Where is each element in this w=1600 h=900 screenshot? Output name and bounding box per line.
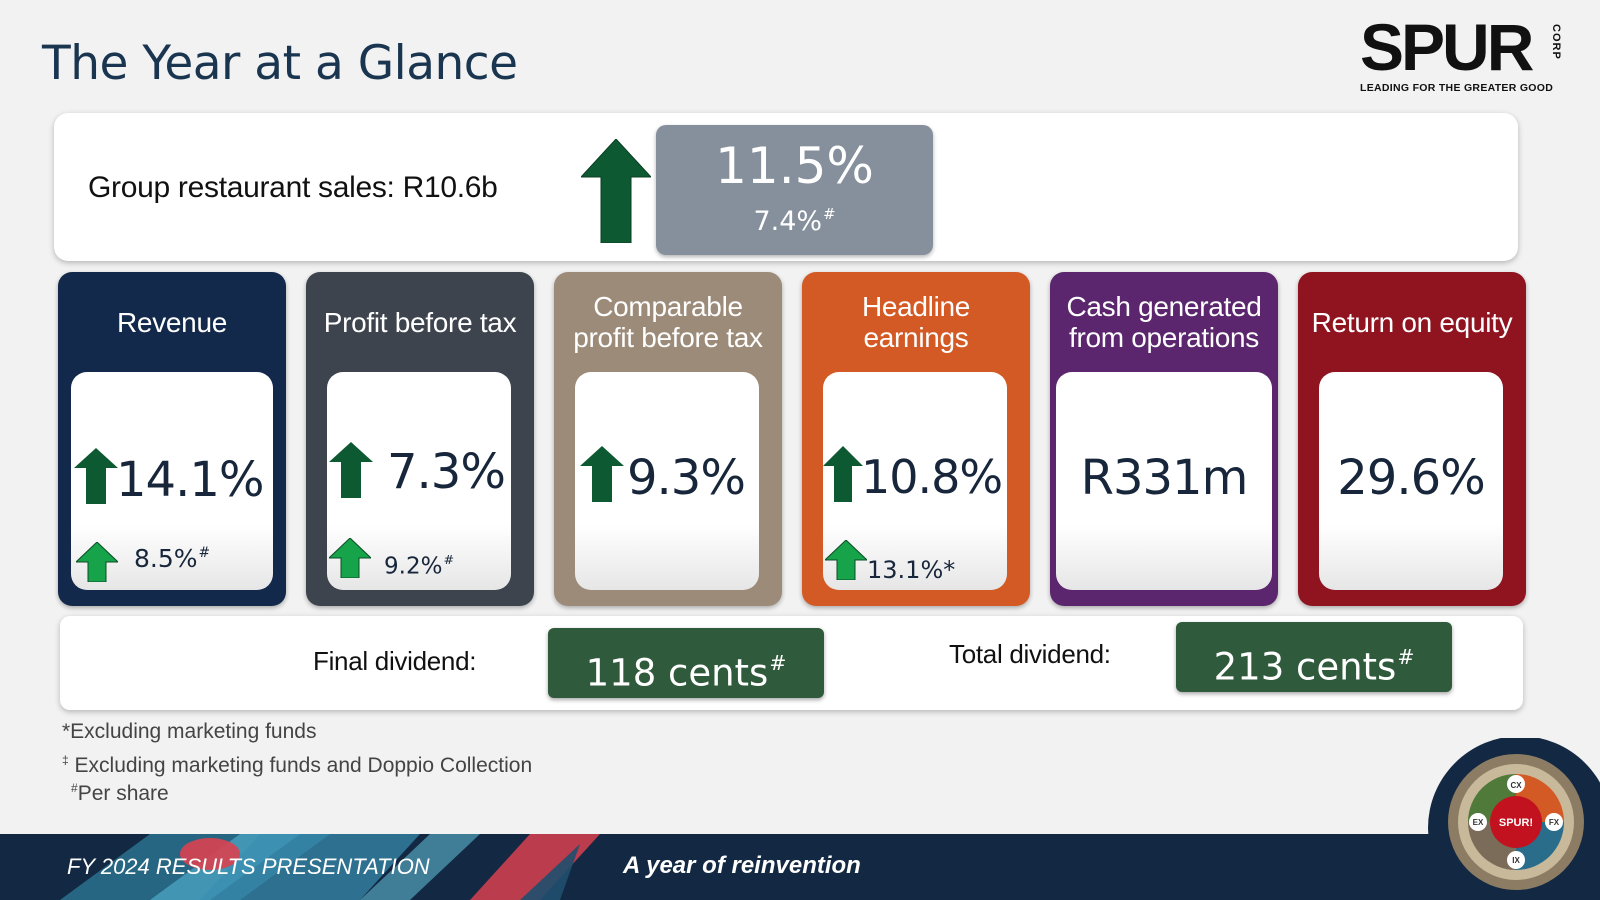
- emblem-segment-cx: CX: [1510, 781, 1522, 790]
- strategy-wheel-emblem: SPUR! CX FX IX EX: [1428, 738, 1600, 900]
- card-value: 14.1%: [116, 452, 264, 508]
- emblem-center: SPUR!: [1499, 817, 1533, 829]
- footer-bar: FY 2024 RESULTS PRESENTATION A year of r…: [0, 834, 1600, 900]
- up-arrow-icon: [580, 446, 624, 502]
- kpi-card-comparable-profit: Comparable profit before tax 9.3%: [554, 272, 782, 606]
- emblem-segment-ex: EX: [1473, 818, 1484, 827]
- kpi-card-headline-earnings: Headline earnings 10.8% 13.1%*: [802, 272, 1030, 606]
- sales-change: 11.5%: [715, 137, 874, 195]
- kpi-card-cash-generated: Cash generated from operations R331m: [1050, 272, 1278, 606]
- footnote-excluding-doppio: ‡ Excluding marketing funds and Doppio C…: [62, 753, 533, 777]
- footnote-per-share: #Per share: [71, 781, 169, 805]
- card-title: Revenue: [117, 306, 227, 338]
- card-sub-value: 8.5%#: [134, 544, 211, 573]
- sales-panel: Group restaurant sales: R10.6b 11.5% 7.4…: [54, 113, 1518, 261]
- card-sub-value: 9.2%#: [384, 552, 455, 580]
- sales-label: Group restaurant sales: R10.6b: [88, 171, 498, 204]
- up-arrow-icon: [76, 542, 118, 582]
- card-sub-value: 13.1%*: [867, 556, 956, 584]
- sales-sub-change: 7.4%#: [753, 205, 836, 238]
- card-title: Comparable profit before tax: [573, 291, 763, 353]
- card-title: Profit before tax: [323, 306, 517, 338]
- card-inner: R331m: [1056, 372, 1272, 590]
- card-value: 29.6%: [1337, 450, 1485, 506]
- spur-corp-logo: SPUR CORP LEADING FOR THE GREATER GOOD: [1360, 14, 1570, 96]
- up-arrow-icon: [329, 442, 373, 498]
- card-title: Cash generated from operations: [1066, 291, 1262, 353]
- up-arrow-icon: [825, 540, 867, 580]
- total-dividend-label: Total dividend:: [949, 639, 1111, 669]
- footer-presentation-title: FY 2024 RESULTS PRESENTATION: [67, 854, 430, 879]
- card-title: Headline earnings: [861, 291, 971, 353]
- logo-corp: CORP: [1550, 24, 1562, 60]
- logo-wordmark: SPUR: [1360, 10, 1534, 84]
- footer-decoration: [60, 834, 600, 900]
- card-value: 7.3%: [387, 444, 506, 500]
- emblem-segment-ix: IX: [1512, 856, 1520, 865]
- card-inner: 9.3%: [575, 372, 759, 590]
- slide-title: The Year at a Glance: [42, 36, 518, 91]
- card-inner: 29.6%: [1319, 372, 1503, 590]
- card-value: 10.8%: [861, 450, 1003, 504]
- card-value: 9.3%: [627, 450, 746, 506]
- emblem-segment-fx: FX: [1549, 818, 1560, 827]
- card-inner: 7.3% 9.2%#: [327, 372, 511, 590]
- up-arrow-icon: [581, 139, 651, 243]
- card-inner: 10.8% 13.1%*: [823, 372, 1007, 590]
- kpi-card-return-on-equity: Return on equity 29.6%: [1298, 272, 1526, 606]
- footer-tagline: A year of reinvention: [623, 852, 861, 879]
- sales-change-pill: 11.5% 7.4%#: [656, 125, 933, 255]
- total-dividend-value: 213 cents#: [1176, 622, 1452, 692]
- kpi-card-revenue: Revenue 14.1% 8.5%#: [58, 272, 286, 606]
- card-title: Return on equity: [1311, 306, 1513, 338]
- up-arrow-icon: [74, 448, 118, 504]
- up-arrow-icon: [823, 446, 863, 502]
- card-value: R331m: [1080, 450, 1249, 506]
- footnote-excluding-marketing: *Excluding marketing funds: [62, 720, 317, 743]
- final-dividend-label: Final dividend:: [313, 646, 477, 676]
- kpi-card-profit-before-tax: Profit before tax 7.3% 9.2%#: [306, 272, 534, 606]
- logo-tagline: LEADING FOR THE GREATER GOOD: [1360, 82, 1554, 94]
- dividend-panel: Final dividend: 118 cents# Total dividen…: [60, 616, 1523, 710]
- card-inner: 14.1% 8.5%#: [71, 372, 273, 590]
- up-arrow-icon: [329, 538, 371, 578]
- final-dividend-value: 118 cents#: [548, 628, 824, 698]
